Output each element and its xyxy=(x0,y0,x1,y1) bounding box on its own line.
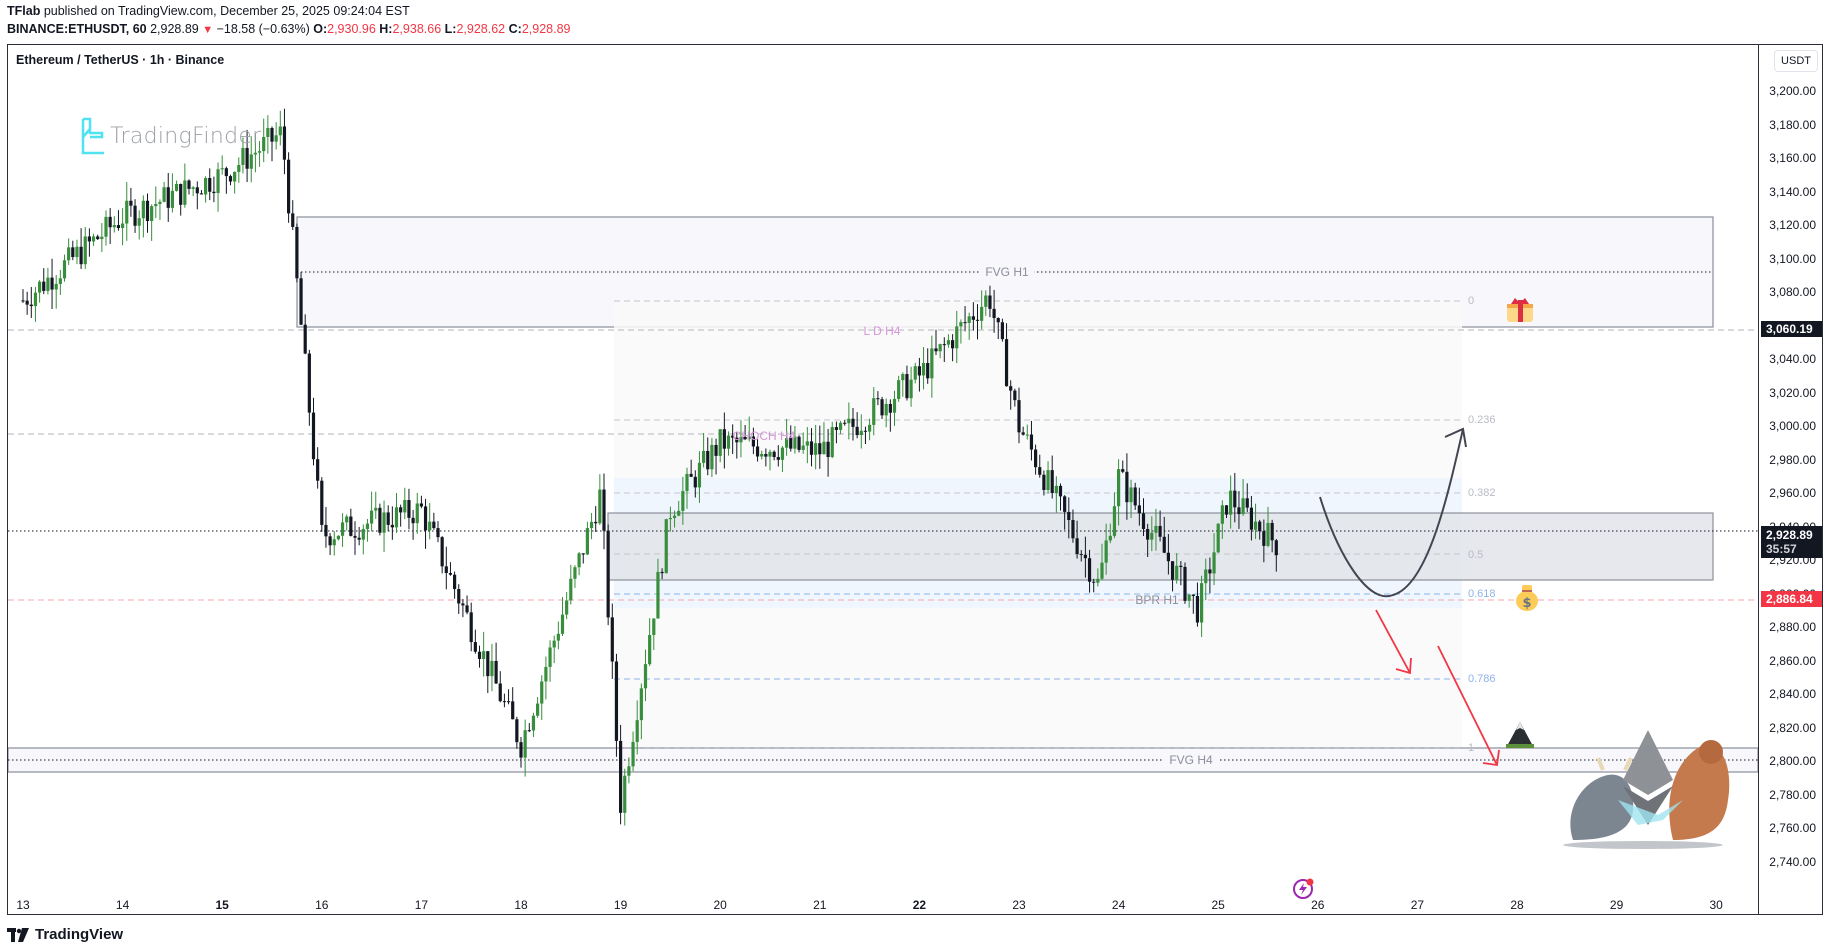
fib-label-0618: 0.618 xyxy=(1468,588,1496,600)
date-tick-label: 28 xyxy=(1510,898,1524,912)
price-tick-label: 3,000.00 xyxy=(1769,419,1816,433)
fib-label-0382: 0.382 xyxy=(1468,487,1496,499)
price-tick-label: 3,180.00 xyxy=(1769,117,1816,132)
price-tick-label: 2,960.00 xyxy=(1769,486,1816,500)
price-tick-label: 2,760.00 xyxy=(1769,821,1816,835)
price-tick-label: 3,080.00 xyxy=(1769,285,1816,299)
date-tick-label: 15 xyxy=(215,898,229,912)
svg-text:$: $ xyxy=(1522,596,1531,611)
date-tick-label: 18 xyxy=(514,898,528,912)
tradingview-brand: TradingView xyxy=(35,926,124,943)
date-tick-label: 23 xyxy=(1012,898,1026,912)
currency-button[interactable]: USDT xyxy=(1774,50,1818,72)
price-change: −18.58 (−0.63%) xyxy=(216,22,310,36)
chart-plot-area[interactable]: $ xyxy=(8,45,1758,915)
open-value: 2,930.96 xyxy=(327,22,376,36)
date-tick-label: 25 xyxy=(1211,898,1225,912)
price-tick-label: 3,040.00 xyxy=(1769,352,1816,366)
date-tick-label: 24 xyxy=(1111,898,1126,912)
gift-icon xyxy=(1507,298,1533,322)
choch-h4-label: CHOCH H4 xyxy=(732,429,796,443)
price-tick-label: 2,780.00 xyxy=(1769,787,1816,802)
date-tick-label: 19 xyxy=(613,898,628,912)
ld-h4-label: L D H4 xyxy=(863,324,901,338)
fib-label-1: 1 xyxy=(1468,742,1475,754)
watermark-text: TradingFinder xyxy=(110,123,262,149)
tradingview-footer: TradingView xyxy=(7,926,123,943)
fvg-h1-label: FVG H1 xyxy=(979,265,1035,279)
price-tick-label: 2,860.00 xyxy=(1769,653,1816,668)
open-label: O: xyxy=(313,22,328,36)
price-tick-label: 2,980.00 xyxy=(1769,452,1816,467)
low-value: 2,928.62 xyxy=(456,22,506,36)
bearish-arrow-1 xyxy=(1375,609,1411,674)
fvg-h4-label: FVG H4 xyxy=(1163,753,1219,767)
price-tick-label: 2,820.00 xyxy=(1769,720,1816,735)
price-tick-label: 3,200.00 xyxy=(1769,84,1816,98)
bull-bear-eth-illustration xyxy=(1563,730,1730,849)
price-tick-label: 3,020.00 xyxy=(1769,385,1816,400)
date-tick-label: 26 xyxy=(1311,898,1325,912)
current-price-value: 2,928.89 xyxy=(1766,528,1813,542)
price-tick-label: 2,800.00 xyxy=(1769,754,1816,768)
publish-text: published on TradingView.com, December 2… xyxy=(43,4,410,18)
date-tick-label: 13 xyxy=(16,898,30,912)
date-tick-label: 22 xyxy=(912,898,927,912)
symbol-info-line: BINANCE:ETHUSDT, 60 2,928.89 ▼ −18.58 (−… xyxy=(7,22,570,36)
date-tick-label: 29 xyxy=(1609,898,1624,912)
chart-frame[interactable]: $ Ethereum / TetherUS · 1h · Binance xyxy=(7,44,1823,915)
publisher-name: TFlab xyxy=(7,4,41,18)
mountain-icon xyxy=(1506,722,1534,748)
current-price-badge: 2,928.89 35:57 xyxy=(1761,526,1822,558)
bearish-arrow-2 xyxy=(1437,645,1498,766)
lightning-alert-icon xyxy=(1293,878,1314,899)
tradingfinder-watermark: TradingFinder xyxy=(80,117,262,155)
date-tick-label: 20 xyxy=(713,898,727,912)
date-tick-label: 17 xyxy=(414,898,429,912)
price-tick-label: 3,100.00 xyxy=(1769,251,1816,266)
price-tick-label: 3,160.00 xyxy=(1769,151,1816,165)
price-tick-label: 2,740.00 xyxy=(1769,854,1816,869)
symbol: BINANCE:ETHUSDT, 60 xyxy=(7,22,147,36)
publish-info: TFlab published on TradingView.com, Dece… xyxy=(7,4,410,18)
fib-label-0: 0 xyxy=(1468,295,1475,307)
close-label: C: xyxy=(508,22,522,36)
tradingfinder-logo-icon xyxy=(81,117,104,155)
date-tick-label: 16 xyxy=(315,898,329,912)
price-tick-label: 2,840.00 xyxy=(1769,687,1816,701)
tradingview-logo-icon xyxy=(7,927,29,942)
high-value: 2,938.66 xyxy=(392,22,442,36)
fib-label-05: 0.5 xyxy=(1468,549,1484,561)
high-level-price-badge: 3,060.19 xyxy=(1761,321,1822,337)
date-tick-label: 27 xyxy=(1410,898,1425,912)
price-tick-label: 3,140.00 xyxy=(1769,184,1816,199)
date-tick-label: 21 xyxy=(813,898,827,912)
price-tick-label: 2,880.00 xyxy=(1769,620,1816,634)
candlestick-series xyxy=(21,108,1278,826)
price-tick-label: 3,120.00 xyxy=(1769,218,1816,232)
money-bag-icon: $ xyxy=(1516,585,1538,611)
last-price: 2,928.89 xyxy=(150,22,199,36)
fib-label-0786: 0.786 xyxy=(1468,673,1496,685)
candle-countdown: 35:57 xyxy=(1766,542,1797,556)
chart-title: Ethereum / TetherUS · 1h · Binance xyxy=(16,53,225,67)
fib-label-0236: 0.236 xyxy=(1468,414,1496,426)
high-label: H: xyxy=(379,22,393,36)
price-axis[interactable]: USDT 3,200.00 3,180.00 3,160.00 3,140.00 3,1… xyxy=(1758,45,1822,914)
bpr-h1-label: BPR H1 xyxy=(1135,593,1179,607)
date-tick-label: 30 xyxy=(1709,898,1723,912)
close-value: 2,928.89 xyxy=(521,22,571,36)
low-label: L: xyxy=(444,22,457,36)
down-arrow-icon: ▼ xyxy=(202,24,214,36)
alert-price-badge: 2,886.84 xyxy=(1761,591,1822,607)
fvg-h4-zone xyxy=(8,747,1758,773)
bullish-projection-path xyxy=(1319,428,1464,598)
date-tick-label: 14 xyxy=(115,898,130,912)
